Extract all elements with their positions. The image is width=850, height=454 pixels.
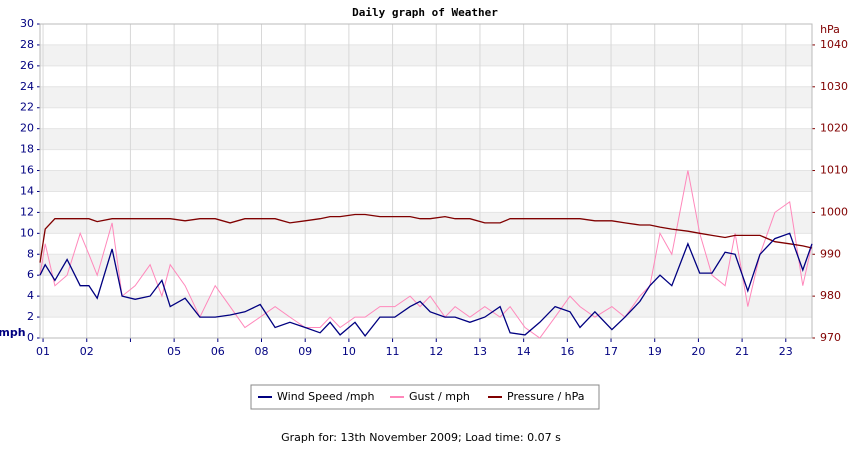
x-tick-label: 17 [604, 345, 618, 358]
y-tick-label: 14 [20, 184, 34, 197]
x-tick-label: 06 [211, 345, 225, 358]
y-tick-label: 0 [27, 331, 34, 344]
grid-band [40, 254, 812, 276]
grid-band [40, 170, 812, 192]
x-tick-label: 14 [517, 345, 531, 358]
series-line [39, 170, 813, 339]
y-tick-label: 26 [20, 59, 34, 72]
x-tick-label: 12 [429, 345, 443, 358]
legend-label: Wind Speed /mph [277, 390, 375, 403]
y2-tick-label: 1030 [820, 80, 848, 93]
x-tick-label: 13 [473, 345, 487, 358]
y-tick-label: 8 [27, 247, 34, 260]
y-tick-label: 4 [27, 289, 34, 302]
series-line [39, 232, 813, 337]
legend-box [250, 384, 600, 410]
chart-title: Daily graph of Weather [352, 6, 498, 19]
plot-border [39, 23, 813, 339]
x-tick-label: 11 [386, 345, 400, 358]
y2-tick-label: 1000 [820, 205, 848, 218]
y-tick-label: 20 [20, 122, 34, 135]
y2-tick-label: 980 [820, 289, 841, 302]
x-tick-label: 19 [648, 345, 662, 358]
x-tick-label: 02 [80, 345, 94, 358]
y-tick-label: 18 [20, 143, 34, 156]
y-tick-label: 30 [20, 17, 34, 30]
series-line [39, 213, 813, 263]
legend-label: Pressure / hPa [507, 390, 585, 403]
footer: Graph for: 13th November 2009; Load time… [281, 431, 561, 444]
y2-axis-label: hPa [820, 23, 840, 36]
grid-band [40, 44, 812, 66]
y2-tick-label: 1010 [820, 164, 848, 177]
y-tick-label: 10 [20, 226, 34, 239]
y-tick-label: 24 [20, 80, 34, 93]
y-tick-label: 2 [27, 310, 34, 323]
y-tick-label: 22 [20, 101, 34, 114]
x-tick-label: 20 [691, 345, 705, 358]
y-tick-label: 12 [20, 205, 34, 218]
x-tick-label: 21 [735, 345, 749, 358]
y2-tick-label: 1020 [820, 122, 848, 135]
legend-label: Gust / mph [409, 390, 470, 403]
x-tick-label: 05 [167, 345, 181, 358]
y-tick-label: 6 [27, 268, 34, 281]
grid-band [40, 86, 812, 108]
y-tick-label: 16 [20, 164, 34, 177]
y-axis-label: mph [0, 326, 26, 339]
x-tick-label: 01 [36, 345, 50, 358]
x-tick-label: 08 [255, 345, 269, 358]
y2-tick-label: 1040 [820, 38, 848, 51]
y2-tick-label: 990 [820, 247, 841, 260]
x-tick-label: 23 [779, 345, 793, 358]
grid-band [40, 128, 812, 150]
y-tick-label: 28 [20, 38, 34, 51]
grid-band [40, 212, 812, 234]
x-tick-label: 10 [342, 345, 356, 358]
y2-tick-label: 970 [820, 331, 841, 344]
x-tick-label: 16 [560, 345, 574, 358]
x-tick-label: 09 [298, 345, 312, 358]
